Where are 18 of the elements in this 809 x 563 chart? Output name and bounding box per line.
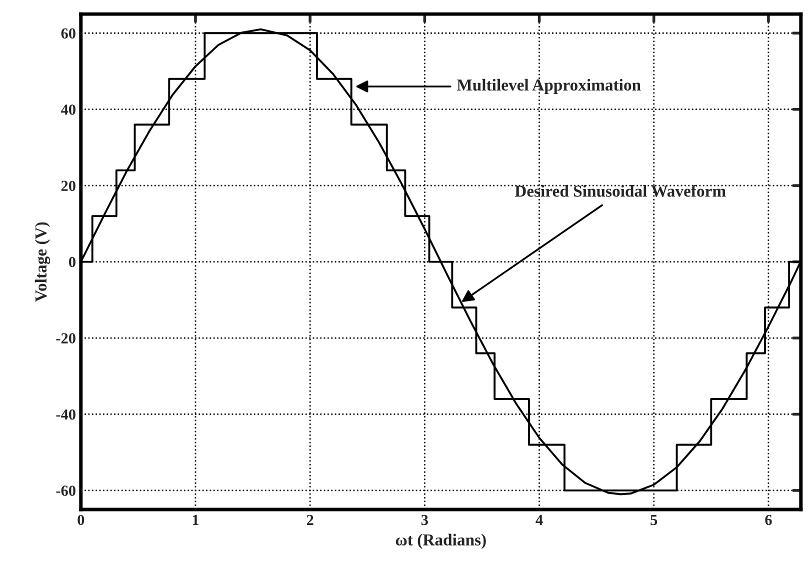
y-tick-label: -20 — [56, 333, 76, 344]
annotation: Desired Sinusoidal Waveform — [514, 184, 726, 197]
y-tick-label: -60 — [56, 486, 76, 496]
x-axis-title: ωt (Radians) — [396, 534, 486, 549]
annotation: Multilevel Approximation — [456, 78, 641, 94]
x-tick-label: 0 — [78, 514, 84, 526]
x-tick-label: 1 — [192, 514, 199, 525]
x-tick-label: 6 — [765, 514, 772, 526]
x-tick-label: 3 — [421, 514, 428, 526]
y-tick-label: 20 — [61, 180, 76, 192]
y-tick-label: -40 — [56, 409, 76, 420]
x-tick-label: 5 — [650, 514, 658, 526]
y-axis-title: Voltage (V) — [34, 222, 50, 302]
y-tick-label: 0 — [68, 256, 76, 268]
x-tick-label: 2 — [306, 514, 314, 525]
y-tick-label: 40 — [60, 104, 76, 115]
y-tick-label: 60 — [61, 28, 76, 39]
x-tick-label: 4 — [536, 514, 543, 525]
